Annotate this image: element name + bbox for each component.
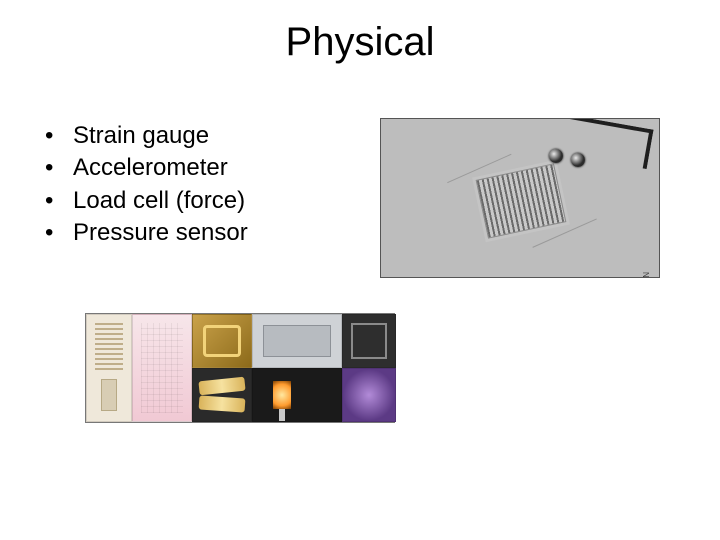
collage-panel xyxy=(252,314,342,368)
bullet-item: Pressure sensor xyxy=(55,217,248,249)
image-corner-label: BEAN xyxy=(642,271,651,278)
bullet-item: Strain gauge xyxy=(55,120,248,152)
wire-lead-icon xyxy=(528,118,653,169)
sensor-die-icon xyxy=(476,163,567,238)
collage-panel xyxy=(342,368,396,422)
collage-panel xyxy=(192,314,252,368)
solder-blob-icon xyxy=(571,153,585,167)
bullet-list: Strain gauge Accelerometer Load cell (fo… xyxy=(55,120,248,250)
bullet-item: Load cell (force) xyxy=(55,185,248,217)
sensor-collage-image xyxy=(85,313,395,423)
collage-panel xyxy=(86,314,132,422)
strain-gauge-image: BEAN xyxy=(380,118,660,278)
collage-panel xyxy=(342,314,396,368)
collage-panel xyxy=(252,368,342,422)
bullet-item: Accelerometer xyxy=(55,152,248,184)
collage-panel xyxy=(132,314,192,422)
slide: Physical Strain gauge Accelerometer Load… xyxy=(0,0,720,540)
slide-title: Physical xyxy=(0,20,720,65)
collage-panel xyxy=(192,368,252,422)
solder-blob-icon xyxy=(549,149,563,163)
